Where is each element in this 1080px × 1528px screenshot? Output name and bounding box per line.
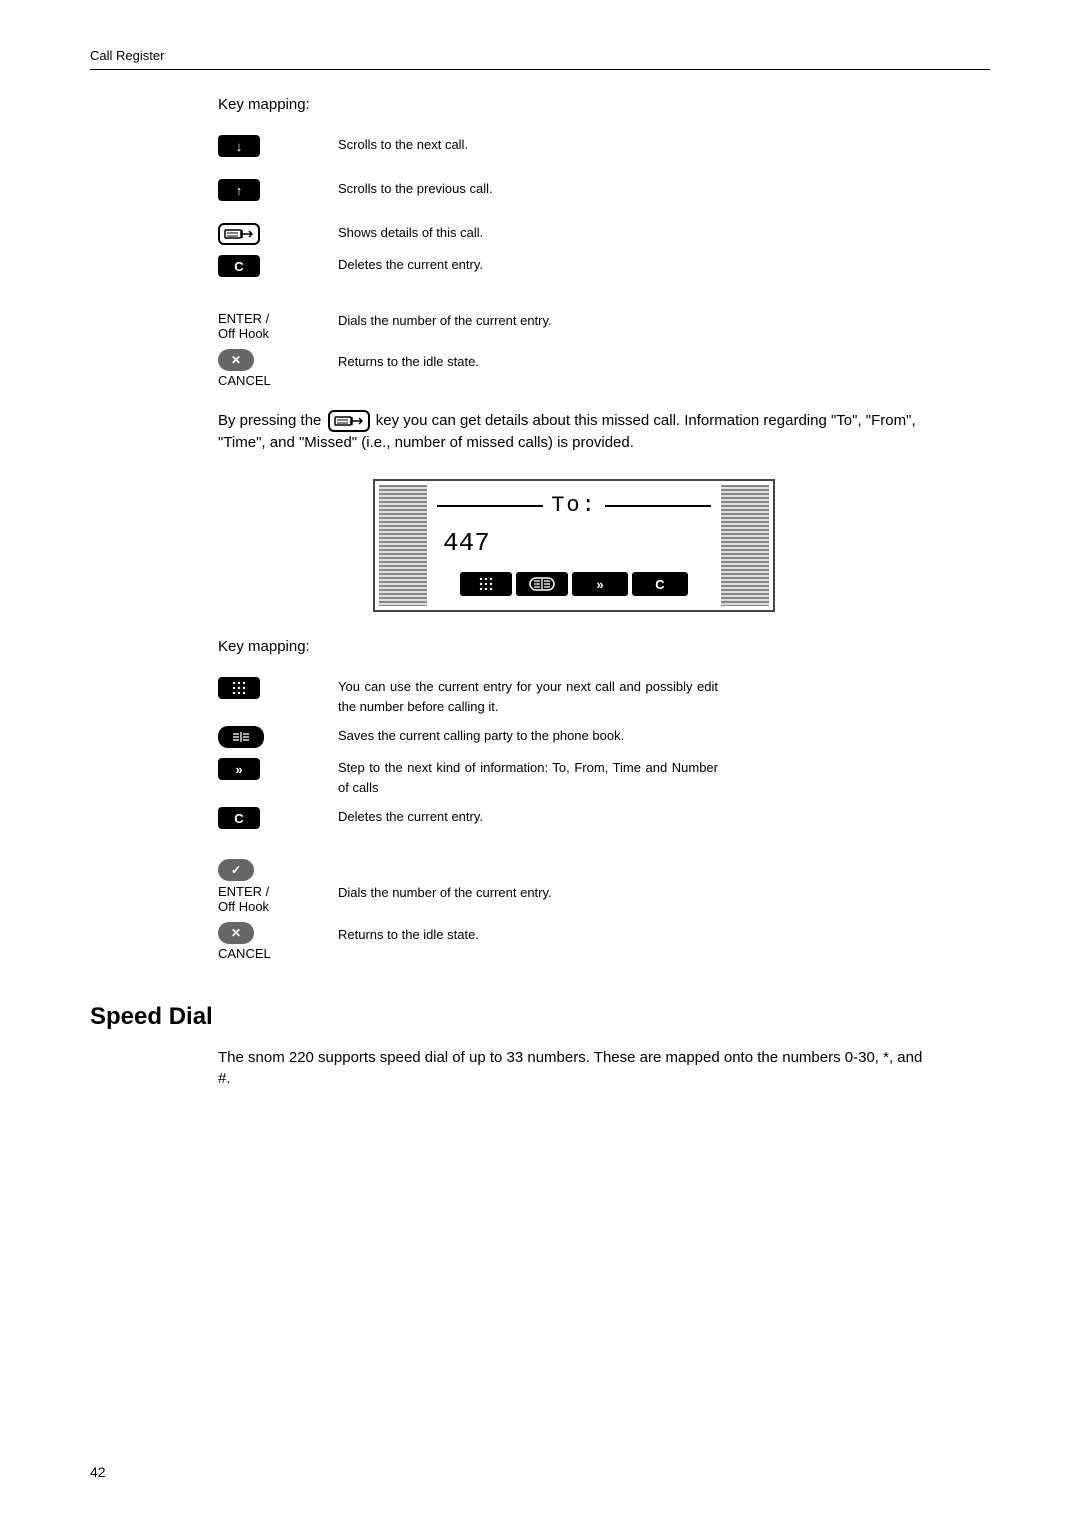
km2-desc-delete: Deletes the current entry. — [338, 807, 718, 827]
lcd-rule-left — [437, 505, 543, 507]
c-key-icon: C — [218, 255, 260, 277]
lcd-right-edge — [721, 485, 769, 606]
lcd-left-edge — [379, 485, 427, 606]
km2-row-next: » Step to the next kind of information: … — [218, 758, 930, 797]
lcd-title: To: — [551, 493, 597, 518]
km2-row-phonebook: Saves the current calling party to the p… — [218, 726, 930, 748]
km2-desc-keypad: You can use the current entry for your n… — [338, 677, 718, 716]
enter-label-bot-2: Off Hook — [218, 899, 269, 914]
next-step-icon: » — [218, 758, 260, 780]
cancel-x-icon-2: ✕ — [218, 922, 254, 944]
km1-row-delete: C Deletes the current entry. — [218, 255, 930, 277]
km2-row-delete: C Deletes the current entry. — [218, 807, 930, 829]
km2-desc-next: Step to the next kind of information: To… — [338, 758, 718, 797]
softkey-next-icon: » — [572, 572, 628, 596]
softkey-c-icon: C — [632, 572, 688, 596]
km1-row-enter: ENTER / Off Hook Dials the number of the… — [218, 311, 930, 341]
enter-label-top: ENTER / — [218, 311, 269, 326]
speed-dial-paragraph: The snom 220 supports speed dial of up t… — [218, 1047, 930, 1089]
enter-label-top-2: ENTER / — [218, 884, 269, 899]
details-key-icon — [218, 223, 260, 245]
km1-desc-down: Scrolls to the next call. — [338, 135, 930, 155]
down-arrow-icon: ↓ — [218, 135, 260, 157]
km1-desc-enter: Dials the number of the current entry. — [338, 311, 930, 331]
key-mapping-2-heading: Key mapping: — [218, 638, 930, 655]
km1-desc-details: Shows details of this call. — [338, 223, 930, 243]
lcd-screenshot: To: 447 — [373, 479, 775, 612]
lcd-number: 447 — [443, 528, 711, 558]
km1-desc-delete: Deletes the current entry. — [338, 255, 930, 275]
km2-row-keypad: You can use the current entry for your n… — [218, 677, 930, 716]
km2-desc-cancel: Returns to the idle state. — [338, 922, 718, 945]
softkey-keypad-icon — [460, 572, 512, 596]
km2-row-enter: ✓ ENTER / Off Hook Dials the number of t… — [218, 859, 930, 914]
enter-label-bot: Off Hook — [218, 326, 269, 341]
cancel-label-2: CANCEL — [218, 946, 271, 961]
para1-a: By pressing the — [218, 412, 326, 429]
km1-row-details: Shows details of this call. — [218, 223, 930, 245]
km2-desc-phonebook: Saves the current calling party to the p… — [338, 726, 718, 746]
km1-row-up: ↑ Scrolls to the previous call. — [218, 179, 930, 201]
key-mapping-1-heading: Key mapping: — [218, 96, 930, 113]
cancel-x-icon: ✕ — [218, 349, 254, 371]
c-key-icon-2: C — [218, 807, 260, 829]
up-arrow-icon: ↑ — [218, 179, 260, 201]
km1-row-down: ↓ Scrolls to the next call. — [218, 135, 930, 157]
km2-row-cancel: ✕ CANCEL Returns to the idle state. — [218, 922, 930, 961]
km2-desc-enter: Dials the number of the current entry. — [338, 859, 718, 903]
softkey-phonebook-icon — [516, 572, 568, 596]
details-paragraph: By pressing the key you can get details … — [218, 410, 930, 453]
check-oval-icon: ✓ — [218, 859, 254, 881]
header-divider — [90, 69, 990, 70]
km1-desc-up: Scrolls to the previous call. — [338, 179, 930, 199]
running-header: Call Register — [90, 48, 990, 69]
page-number: 42 — [90, 1464, 106, 1480]
keypad-icon — [218, 677, 260, 699]
km1-row-cancel: ✕ CANCEL Returns to the idle state. — [218, 349, 930, 388]
lcd-rule-right — [605, 505, 711, 507]
phonebook-icon — [218, 726, 264, 748]
speed-dial-heading: Speed Dial — [90, 1003, 990, 1031]
cancel-label: CANCEL — [218, 373, 271, 388]
details-key-inline-icon — [328, 410, 370, 432]
km1-desc-cancel: Returns to the idle state. — [338, 349, 930, 372]
